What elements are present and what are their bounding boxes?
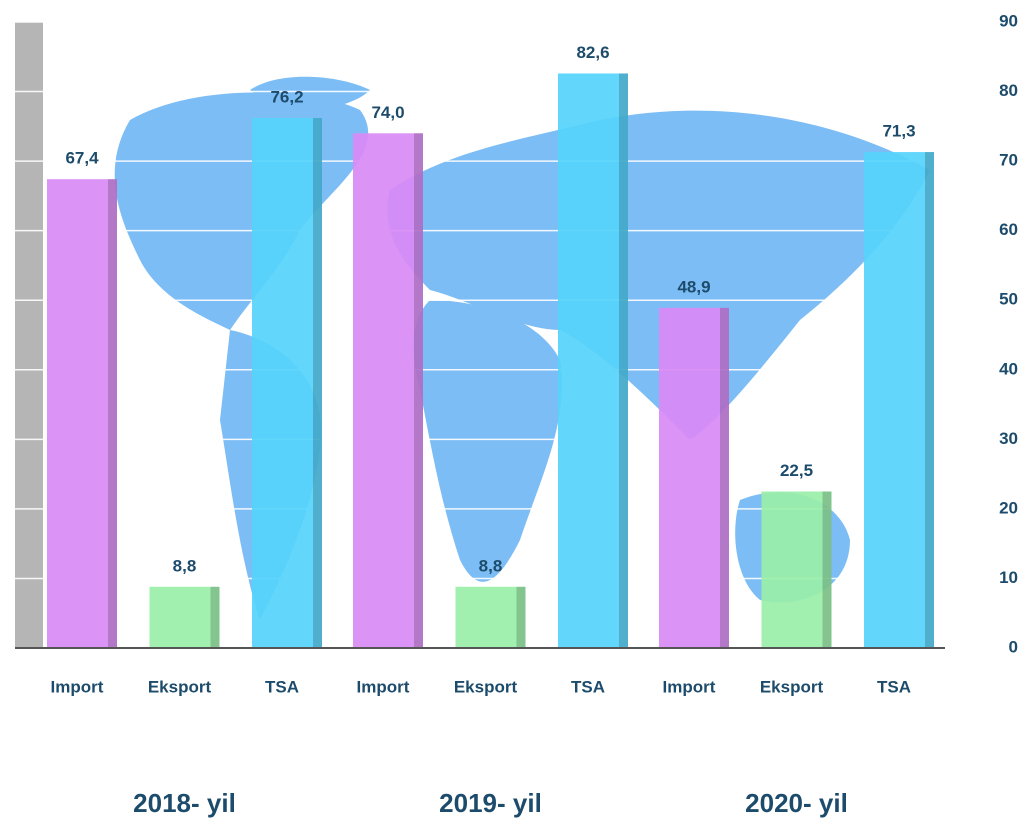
- bar: [149, 586, 220, 648]
- bar: [761, 491, 832, 648]
- value-label: 74,0: [371, 103, 404, 122]
- bar-shade: [313, 117, 322, 648]
- x-tick-label: Import: [663, 677, 716, 696]
- y-tick-label: 90: [999, 11, 1018, 30]
- bar-shade: [822, 491, 832, 648]
- bar-shade: [720, 307, 729, 648]
- value-label: 8,8: [479, 556, 503, 575]
- bar-shade: [108, 179, 117, 648]
- bar: [558, 73, 628, 648]
- value-label: 48,9: [677, 277, 710, 296]
- x-tick-label: Eksport: [454, 677, 518, 696]
- bar-shade: [516, 586, 526, 648]
- bar: [455, 586, 526, 648]
- bar-shade: [210, 586, 220, 648]
- y-tick-label: 40: [999, 359, 1018, 378]
- left-axis-wall: [15, 22, 43, 648]
- value-label: 67,4: [65, 149, 99, 168]
- bar-shade: [619, 73, 628, 648]
- bar: [659, 307, 729, 648]
- x-tick-label: Eksport: [148, 677, 212, 696]
- y-tick-label: 80: [999, 81, 1018, 100]
- value-label: 8,8: [173, 556, 197, 575]
- y-tick-label: 10: [999, 568, 1018, 587]
- value-label: 76,2: [270, 87, 303, 106]
- y-tick-label: 0: [1009, 637, 1018, 656]
- value-label: 71,3: [882, 122, 915, 141]
- x-tick-label: Eksport: [760, 677, 824, 696]
- y-tick-label: 20: [999, 498, 1018, 517]
- bar: [47, 179, 117, 648]
- y-tick-label: 70: [999, 151, 1018, 170]
- x-tick-label: Import: [357, 677, 410, 696]
- bar: [864, 152, 934, 648]
- group-label: 2018- yil: [133, 788, 236, 818]
- x-tick-label: Import: [51, 677, 104, 696]
- y-tick-label: 30: [999, 429, 1018, 448]
- bar-shade: [414, 133, 423, 649]
- y-tick-label: 60: [999, 220, 1018, 239]
- x-tick-label: TSA: [877, 677, 911, 696]
- y-tick-label: 50: [999, 290, 1018, 309]
- group-label: 2020- yil: [745, 788, 848, 818]
- value-label: 22,5: [780, 461, 813, 480]
- x-tick-label: TSA: [265, 677, 299, 696]
- bar: [252, 117, 322, 648]
- group-label: 2019- yil: [439, 788, 542, 818]
- value-label: 82,6: [576, 43, 609, 62]
- x-tick-label: TSA: [571, 677, 605, 696]
- bar: [353, 133, 423, 649]
- bar-shade: [925, 152, 934, 648]
